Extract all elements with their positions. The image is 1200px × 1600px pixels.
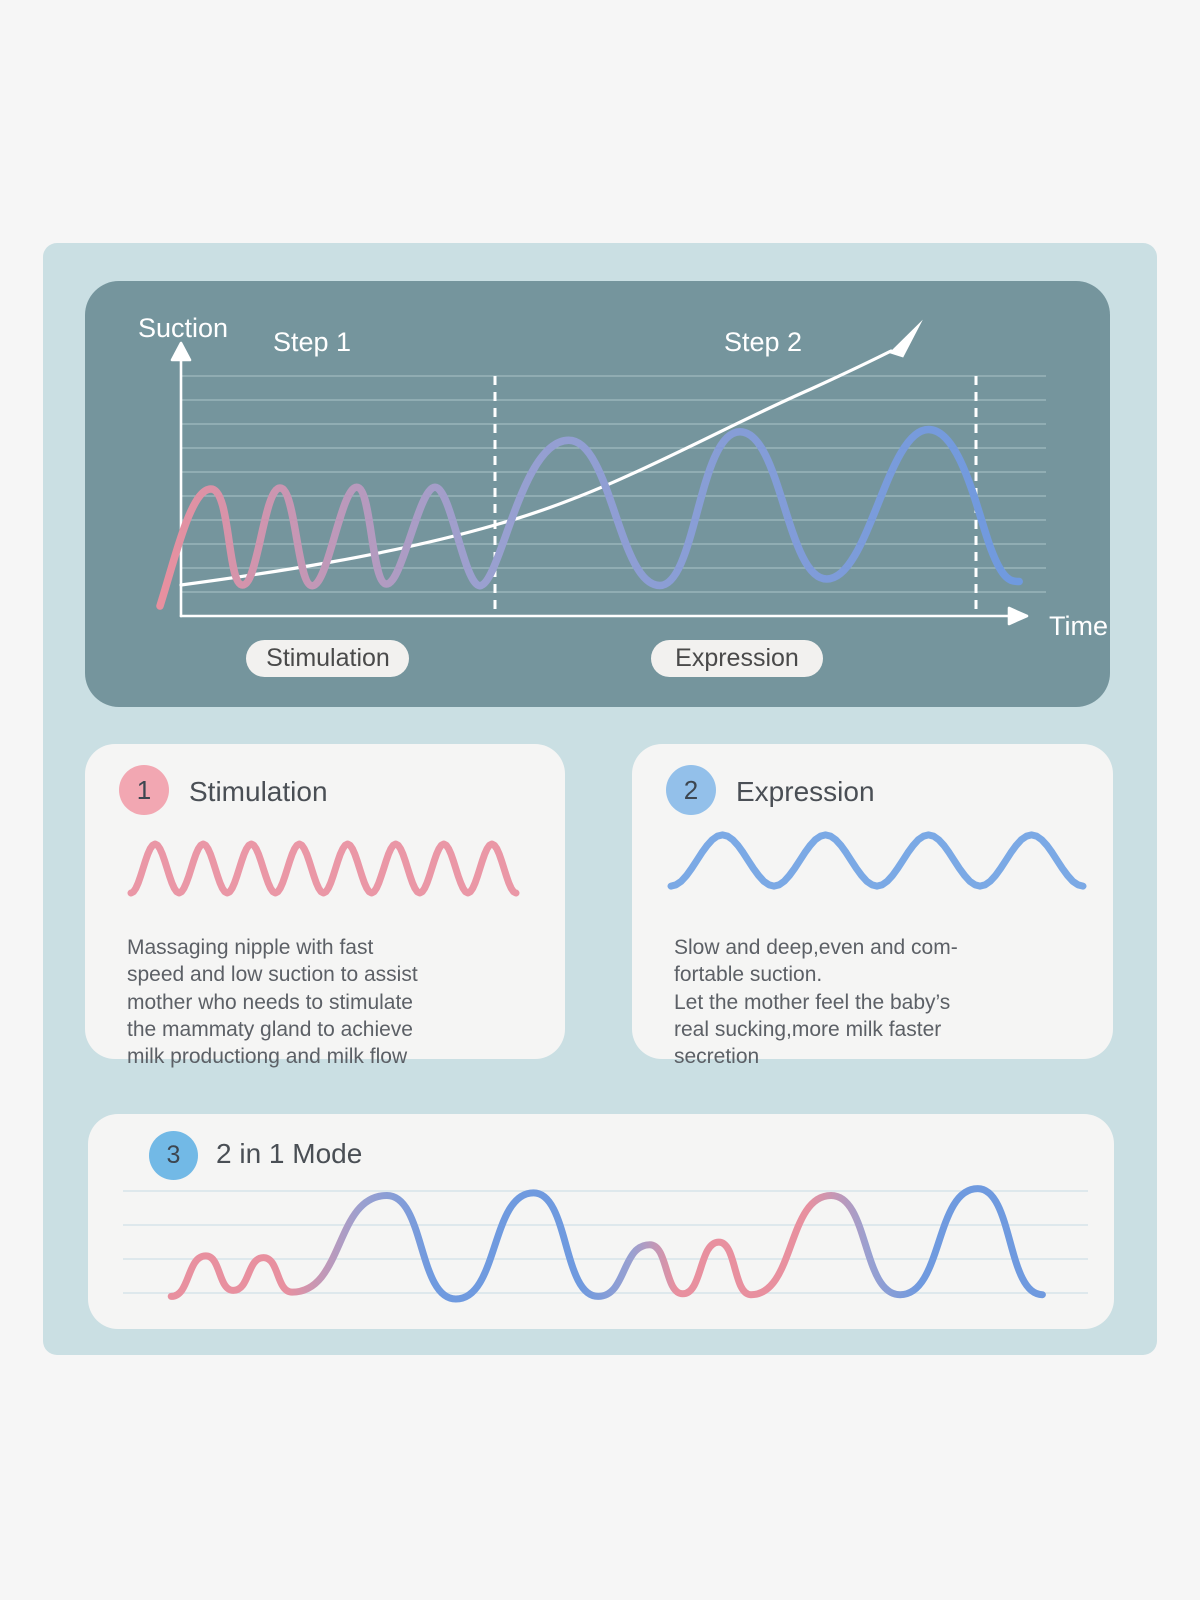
svg-text:Step 2: Step 2 xyxy=(724,327,802,357)
svg-text:Step 1: Step 1 xyxy=(273,327,351,357)
svg-text:Suction: Suction xyxy=(138,313,228,343)
svg-text:Time: Time xyxy=(1049,611,1108,641)
svg-text:Stimulation: Stimulation xyxy=(266,644,390,672)
svg-text:Expression: Expression xyxy=(675,644,799,672)
